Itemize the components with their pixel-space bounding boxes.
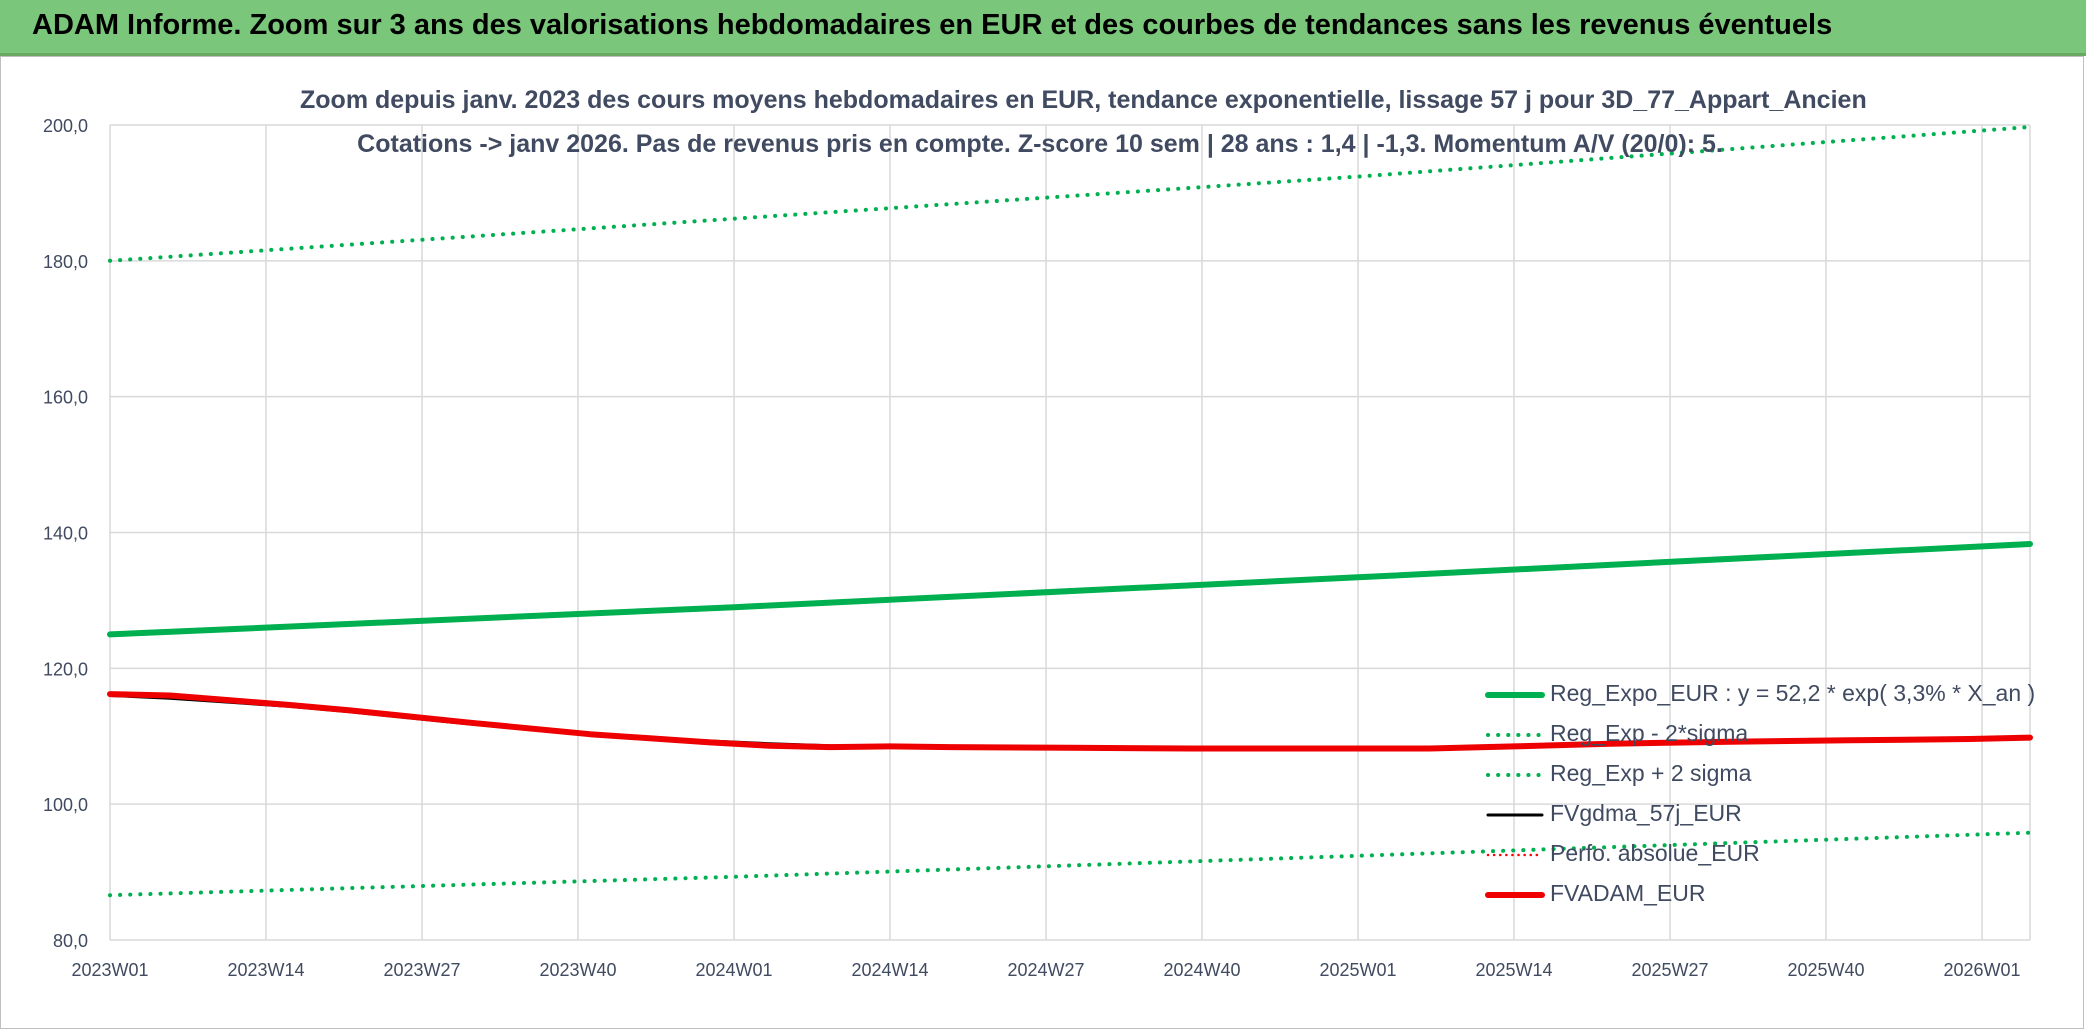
x-tick-label: 2024W27	[1007, 960, 1084, 980]
x-tick-label: 2025W27	[1631, 960, 1708, 980]
chart-title-line1: Zoom depuis janv. 2023 des cours moyens …	[300, 86, 1867, 114]
y-tick-label: 100,0	[43, 795, 88, 815]
y-tick-label: 120,0	[43, 659, 88, 679]
y-tick-label: 140,0	[43, 524, 88, 544]
x-tick-label: 2025W40	[1787, 960, 1864, 980]
chart-title-line2: Cotations -> janv 2026. Pas de revenus p…	[357, 130, 1723, 158]
y-tick-label: 200,0	[43, 116, 88, 136]
x-tick-label: 2024W40	[1163, 960, 1240, 980]
x-tick-label: 2024W01	[695, 960, 772, 980]
x-tick-label: 2023W01	[71, 960, 148, 980]
y-tick-label: 160,0	[43, 388, 88, 408]
y-tick-label: 80,0	[53, 931, 88, 951]
series-line-3	[108, 125, 2032, 263]
x-tick-label: 2023W40	[539, 960, 616, 980]
legend-swatch	[1486, 813, 1544, 817]
x-tick-label: 2026W01	[1943, 960, 2020, 980]
series-line-1	[107, 541, 2033, 638]
series-line-6	[107, 691, 2033, 752]
legend-label: Reg_Exp - 2*sigma	[1550, 720, 1749, 746]
legend-swatch	[1486, 773, 1544, 777]
legend-label: FVADAM_EUR	[1550, 880, 1706, 906]
legend-label: Reg_Expo_EUR : y = 52,2 * exp( 3,3% * X_…	[1550, 680, 2036, 706]
banner-title: ADAM Informe. Zoom sur 3 ans des valoris…	[32, 9, 1833, 41]
legend-swatch	[1486, 853, 1544, 857]
legend-swatch	[1485, 692, 1545, 698]
chart-frame	[0, 56, 2084, 1029]
y-tick-label: 180,0	[43, 252, 88, 272]
x-tick-label: 2023W14	[227, 960, 304, 980]
legend-label: Reg_Exp + 2 sigma	[1550, 760, 1752, 786]
legend-label: Perfo. absolue_EUR	[1550, 840, 1760, 866]
x-tick-label: 2025W14	[1475, 960, 1552, 980]
legend-swatch	[1486, 733, 1544, 737]
legend-label: FVgdma_57j_EUR	[1550, 800, 1742, 826]
x-tick-label: 2023W27	[383, 960, 460, 980]
y-axis: 80,0 100,0 120,0 140,0 160,0 180,0 200,0	[43, 116, 88, 951]
x-axis: 2023W01 2023W14 2023W27 2023W40 2024W01 2024W…	[71, 960, 2020, 980]
x-tick-label: 2024W14	[851, 960, 928, 980]
series-line-2	[108, 830, 2032, 898]
series-lines	[107, 125, 2033, 898]
header-banner: ADAM Informe. Zoom sur 3 ans des valoris…	[0, 0, 2086, 56]
legend-swatch	[1485, 892, 1545, 898]
grid-lines	[109, 124, 2031, 941]
x-tick-label: 2025W01	[1319, 960, 1396, 980]
